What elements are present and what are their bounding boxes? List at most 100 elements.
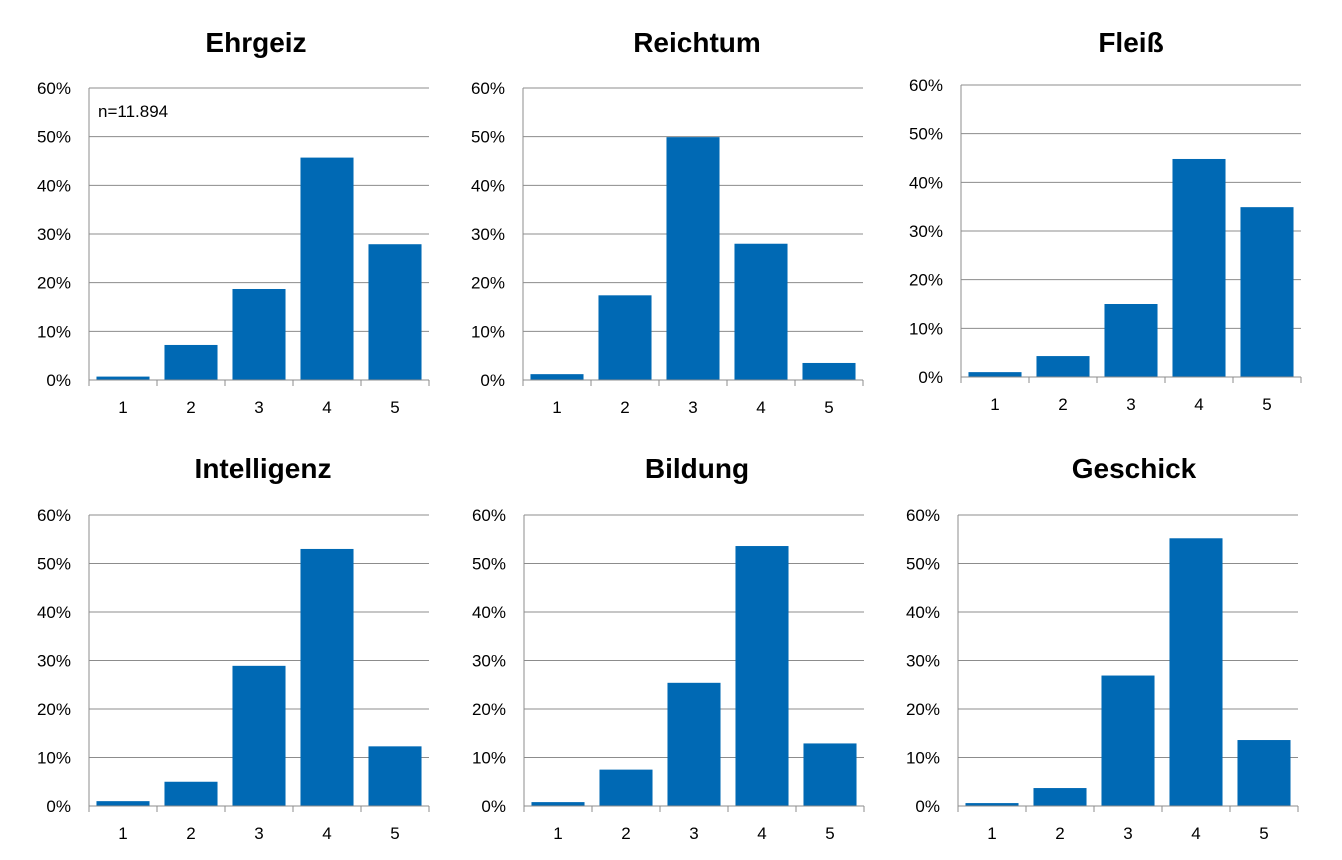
x-tick-label: 3 (1126, 395, 1135, 414)
y-tick-label: 60% (906, 506, 940, 525)
x-tick-label: 3 (254, 398, 263, 417)
y-tick-label: 10% (906, 749, 940, 768)
y-tick-label: 20% (37, 700, 71, 719)
chart-panel-2: Fleiß 0% 10% 20% 30% 40% 50% 60% 1 2 3 4 5 (909, 27, 1302, 414)
bar (300, 157, 354, 380)
bar (968, 372, 1022, 377)
x-tick-label: 5 (824, 398, 833, 417)
bar (164, 781, 218, 806)
x-tick-label: 2 (1058, 395, 1067, 414)
y-tick-label: 0% (480, 371, 505, 390)
sample-size-note: n=11.894 (98, 102, 168, 121)
y-tick-label: 40% (472, 603, 506, 622)
y-tick-label: 40% (37, 176, 71, 195)
chart-title: Bildung (645, 453, 749, 484)
bar (1036, 356, 1090, 377)
x-tick-label: 3 (1123, 824, 1132, 843)
x-tick-label: 1 (990, 395, 999, 414)
chart-panel-1: Reichtum 0% 10% 20% 30% 40% 50% 60% 1 2 3 4 5 (471, 27, 864, 417)
x-tick-label: 4 (757, 824, 766, 843)
y-tick-label: 50% (37, 555, 71, 574)
bar (734, 243, 788, 380)
y-tick-label: 20% (37, 274, 71, 293)
y-tick-label: 50% (906, 555, 940, 574)
chart-title: Geschick (1072, 453, 1197, 484)
y-tick-label: 20% (472, 700, 506, 719)
bar (598, 295, 652, 380)
bar (164, 344, 218, 380)
y-tick-label: 60% (471, 79, 505, 98)
bar (666, 137, 720, 380)
x-tick-label: 5 (1262, 395, 1271, 414)
y-tick-label: 60% (37, 506, 71, 525)
bar (232, 288, 286, 380)
chart-panel-0: Ehrgeiz 0% 10% 20% 30% 40% 50% 60% 1 2 3 4 5 n=11.894 (37, 27, 430, 417)
y-tick-label: 60% (472, 506, 506, 525)
y-tick-label: 50% (472, 555, 506, 574)
bar (1101, 675, 1155, 806)
y-tick-label: 50% (37, 128, 71, 147)
bar (530, 374, 584, 380)
bar (96, 376, 150, 380)
y-tick-label: 40% (37, 603, 71, 622)
bar (1172, 158, 1226, 377)
y-tick-label: 50% (471, 128, 505, 147)
y-tick-label: 0% (481, 797, 506, 816)
y-tick-label: 60% (909, 76, 943, 95)
chart-panel-5: Geschick 0% 10% 20% 30% 40% 50% 60% 1 2 3 4 5 (906, 453, 1299, 843)
chart-title: Fleiß (1098, 27, 1163, 58)
x-tick-label: 5 (390, 824, 399, 843)
y-tick-label: 40% (471, 176, 505, 195)
x-tick-label: 1 (553, 824, 562, 843)
y-tick-label: 0% (46, 371, 71, 390)
x-tick-label: 2 (620, 398, 629, 417)
x-tick-label: 1 (118, 824, 127, 843)
bar (232, 665, 286, 806)
bar (1169, 538, 1223, 806)
x-tick-label: 2 (186, 824, 195, 843)
y-tick-label: 40% (906, 603, 940, 622)
bar (531, 802, 585, 806)
y-tick-label: 30% (471, 225, 505, 244)
x-tick-label: 5 (390, 398, 399, 417)
bar (1104, 304, 1158, 377)
x-tick-label: 5 (825, 824, 834, 843)
bar (96, 801, 150, 806)
y-tick-label: 20% (906, 700, 940, 719)
y-tick-label: 0% (918, 368, 943, 387)
bar (1237, 740, 1291, 806)
chart-panel-3: Intelligenz 0% 10% 20% 30% 40% 50% 60% 1 2 3 4 5 (37, 453, 430, 843)
y-tick-label: 30% (37, 225, 71, 244)
y-tick-label: 40% (909, 173, 943, 192)
y-tick-label: 50% (909, 125, 943, 144)
bar (965, 803, 1019, 806)
x-tick-label: 2 (1055, 824, 1064, 843)
x-tick-label: 5 (1259, 824, 1268, 843)
bar (368, 244, 422, 380)
bar (368, 746, 422, 806)
x-tick-label: 1 (987, 824, 996, 843)
y-tick-label: 20% (909, 271, 943, 290)
chart-title: Reichtum (633, 27, 761, 58)
bar (300, 548, 354, 806)
y-tick-label: 60% (37, 79, 71, 98)
x-tick-label: 4 (756, 398, 765, 417)
x-tick-label: 2 (621, 824, 630, 843)
x-tick-label: 2 (186, 398, 195, 417)
x-tick-label: 4 (322, 824, 331, 843)
bar (1240, 207, 1294, 377)
bar (803, 743, 857, 806)
y-tick-label: 20% (471, 274, 505, 293)
y-tick-label: 30% (906, 652, 940, 671)
y-tick-label: 10% (471, 322, 505, 341)
x-tick-label: 4 (1194, 395, 1203, 414)
y-tick-label: 30% (909, 222, 943, 241)
y-tick-label: 30% (37, 652, 71, 671)
x-tick-label: 3 (254, 824, 263, 843)
y-tick-label: 0% (915, 797, 940, 816)
chart-title: Intelligenz (195, 453, 332, 484)
y-tick-label: 10% (472, 749, 506, 768)
bar (1033, 788, 1087, 806)
